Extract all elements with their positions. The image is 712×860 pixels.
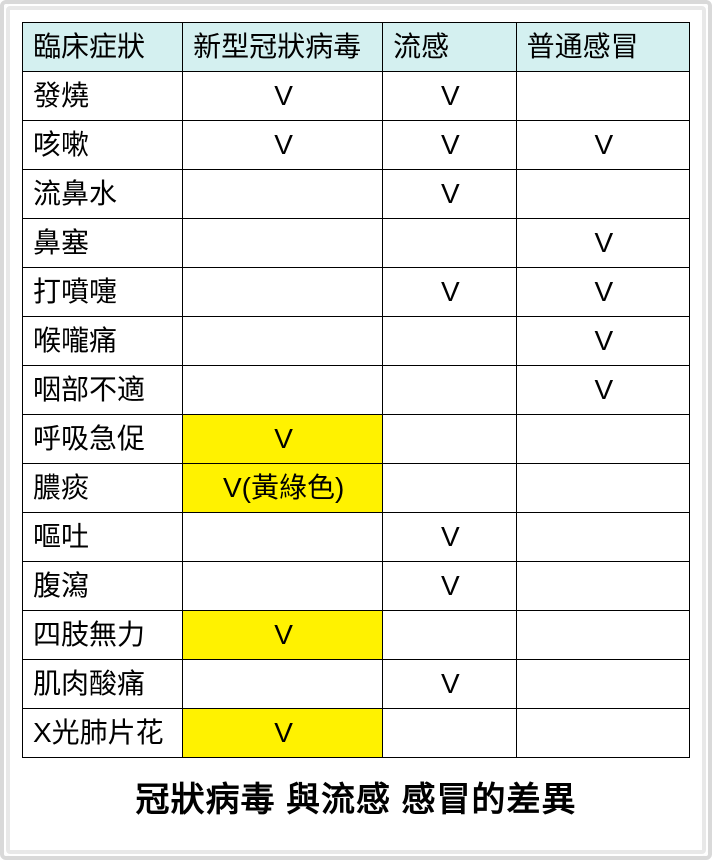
- mark-cell: [183, 513, 383, 562]
- symptom-cell: 喉嚨痛: [23, 317, 183, 366]
- symptom-cell: 鼻塞: [23, 219, 183, 268]
- mark-cell: V: [383, 72, 516, 121]
- symptom-cell: 發燒: [23, 72, 183, 121]
- symptom-cell: 打噴嚏: [23, 268, 183, 317]
- table-row: 喉嚨痛 V: [23, 317, 690, 366]
- mark-cell: [383, 464, 516, 513]
- mark-cell: V: [516, 268, 689, 317]
- symptom-comparison-table: 臨床症狀 新型冠狀病毒 流感 普通感冒 發燒VV咳嗽VVV流鼻水V鼻塞V打噴嚏V…: [22, 22, 690, 758]
- symptom-cell: 流鼻水: [23, 170, 183, 219]
- table-header-row: 臨床症狀 新型冠狀病毒 流感 普通感冒: [23, 23, 690, 72]
- mark-cell: [183, 170, 383, 219]
- mark-cell: V: [183, 72, 383, 121]
- mark-cell: V: [383, 121, 516, 170]
- mark-cell: [383, 366, 516, 415]
- symptom-cell: 膿痰: [23, 464, 183, 513]
- symptom-cell: 腹瀉: [23, 562, 183, 611]
- mark-cell: V: [383, 513, 516, 562]
- mark-cell: [516, 415, 689, 464]
- mark-cell: V: [516, 366, 689, 415]
- mark-cell: V: [183, 415, 383, 464]
- mark-cell: [383, 709, 516, 758]
- caption: 冠狀病毒 與流感 感冒的差異: [22, 772, 690, 821]
- table-body: 發燒VV咳嗽VVV流鼻水V鼻塞V打噴嚏VV喉嚨痛V咽部不適V呼吸急促V膿痰V(黃…: [23, 72, 690, 758]
- mark-cell: [183, 366, 383, 415]
- symptom-cell: 咽部不適: [23, 366, 183, 415]
- mark-cell: V: [383, 170, 516, 219]
- symptom-cell: 嘔吐: [23, 513, 183, 562]
- mark-cell: V: [383, 562, 516, 611]
- col-header-symptom: 臨床症狀: [23, 23, 183, 72]
- table-row: 肌肉酸痛 V: [23, 660, 690, 709]
- table-row: 咽部不適 V: [23, 366, 690, 415]
- mark-cell: [516, 513, 689, 562]
- mark-cell: [383, 415, 516, 464]
- symptom-cell: 四肢無力: [23, 611, 183, 660]
- col-header-flu: 流感: [383, 23, 516, 72]
- mark-cell: [516, 170, 689, 219]
- mark-cell: [516, 709, 689, 758]
- table-row: 四肢無力V: [23, 611, 690, 660]
- mark-cell: [516, 562, 689, 611]
- mark-cell: V: [516, 219, 689, 268]
- mark-cell: V: [383, 268, 516, 317]
- symptom-cell: X光肺片花: [23, 709, 183, 758]
- mark-cell: V: [383, 660, 516, 709]
- mark-cell: [183, 219, 383, 268]
- mark-cell: [516, 660, 689, 709]
- table-row: 流鼻水 V: [23, 170, 690, 219]
- mark-cell: V: [516, 121, 689, 170]
- mark-cell: [183, 562, 383, 611]
- mark-cell: V: [183, 121, 383, 170]
- col-header-covid: 新型冠狀病毒: [183, 23, 383, 72]
- table-row: X光肺片花V: [23, 709, 690, 758]
- mark-cell: V: [183, 709, 383, 758]
- mark-cell: [183, 268, 383, 317]
- mark-cell: [183, 317, 383, 366]
- mark-cell: V: [183, 611, 383, 660]
- table-row: 咳嗽VVV: [23, 121, 690, 170]
- page-frame: 臨床症狀 新型冠狀病毒 流感 普通感冒 發燒VV咳嗽VVV流鼻水V鼻塞V打噴嚏V…: [0, 0, 712, 860]
- table-row: 腹瀉 V: [23, 562, 690, 611]
- table-row: 呼吸急促V: [23, 415, 690, 464]
- table-row: 鼻塞 V: [23, 219, 690, 268]
- table-row: 嘔吐 V: [23, 513, 690, 562]
- symptom-cell: 肌肉酸痛: [23, 660, 183, 709]
- col-header-cold: 普通感冒: [516, 23, 689, 72]
- symptom-cell: 呼吸急促: [23, 415, 183, 464]
- mark-cell: [516, 464, 689, 513]
- mark-cell: [516, 72, 689, 121]
- table-row: 發燒VV: [23, 72, 690, 121]
- mark-cell: [516, 611, 689, 660]
- mark-cell: [383, 219, 516, 268]
- mark-cell: V: [516, 317, 689, 366]
- mark-cell: [383, 317, 516, 366]
- mark-cell: [183, 660, 383, 709]
- mark-cell: [383, 611, 516, 660]
- symptom-cell: 咳嗽: [23, 121, 183, 170]
- table-row: 打噴嚏 VV: [23, 268, 690, 317]
- mark-cell: V(黃綠色): [183, 464, 383, 513]
- table-row: 膿痰V(黃綠色): [23, 464, 690, 513]
